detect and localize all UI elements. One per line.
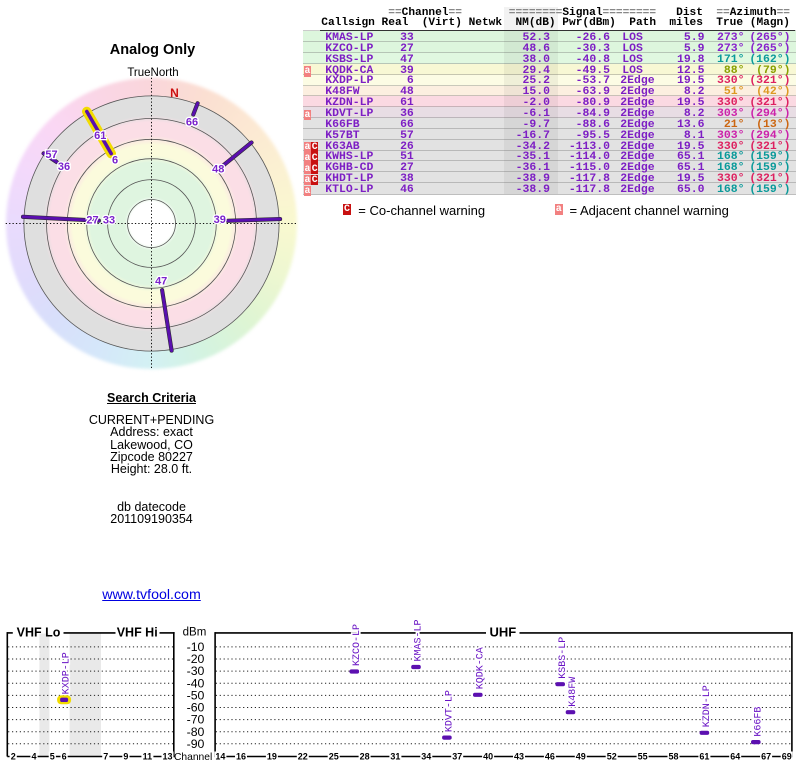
svg-text:-10: -10 xyxy=(187,640,205,654)
svg-text:13: 13 xyxy=(162,752,172,762)
svg-text:40: 40 xyxy=(483,752,493,762)
svg-text:61: 61 xyxy=(94,130,106,142)
svg-text:-60: -60 xyxy=(187,701,205,715)
svg-text:KZCO-LP: KZCO-LP xyxy=(352,624,363,666)
svg-text:7: 7 xyxy=(103,752,108,762)
svg-text:31: 31 xyxy=(390,752,400,762)
svg-text:39: 39 xyxy=(214,214,226,226)
svg-text:33: 33 xyxy=(103,214,115,226)
svg-text:11: 11 xyxy=(143,752,153,762)
svg-text:VHF Hi: VHF Hi xyxy=(117,626,158,640)
svg-text:-30: -30 xyxy=(187,664,205,678)
svg-text:K66FB: K66FB xyxy=(753,707,764,737)
svg-text:-40: -40 xyxy=(187,676,205,690)
svg-text:64: 64 xyxy=(730,752,740,762)
svg-text:VHF Lo: VHF Lo xyxy=(17,626,61,640)
svg-text:dBm: dBm xyxy=(183,626,207,638)
svg-text:69: 69 xyxy=(782,752,792,762)
svg-text:UHF: UHF xyxy=(489,624,516,639)
svg-text:KSBS-LP: KSBS-LP xyxy=(558,637,569,679)
svg-text:KMAS-LP: KMAS-LP xyxy=(414,619,425,661)
svg-text:61: 61 xyxy=(699,752,709,762)
svg-text:6: 6 xyxy=(62,752,67,762)
svg-text:37: 37 xyxy=(452,752,462,762)
svg-text:Channel: Channel xyxy=(174,752,212,763)
svg-text:55: 55 xyxy=(638,752,648,762)
svg-text:67: 67 xyxy=(761,752,771,762)
svg-text:KQDK-CA: KQDK-CA xyxy=(475,647,486,689)
svg-text:66: 66 xyxy=(186,116,198,128)
svg-text:47: 47 xyxy=(155,276,167,288)
svg-text:-70: -70 xyxy=(187,713,205,727)
svg-text:9: 9 xyxy=(123,752,128,762)
svg-text:-20: -20 xyxy=(187,652,205,666)
svg-text:-50: -50 xyxy=(187,689,205,703)
svg-text:N: N xyxy=(170,86,179,100)
svg-text:KZDN-LP: KZDN-LP xyxy=(702,685,713,727)
svg-text:4: 4 xyxy=(31,752,36,762)
svg-text:49: 49 xyxy=(576,752,586,762)
svg-text:25: 25 xyxy=(329,752,339,762)
svg-text:22: 22 xyxy=(298,752,308,762)
svg-text:52: 52 xyxy=(607,752,617,762)
svg-text:KDVT-LP: KDVT-LP xyxy=(445,690,456,732)
svg-text:27: 27 xyxy=(86,214,98,226)
svg-text:KXDP-LP: KXDP-LP xyxy=(62,652,73,694)
svg-text:19: 19 xyxy=(267,752,277,762)
svg-text:-90: -90 xyxy=(187,737,205,751)
svg-text:K48FW: K48FW xyxy=(568,677,579,707)
svg-text:16: 16 xyxy=(236,752,246,762)
svg-text:48: 48 xyxy=(212,163,224,175)
svg-text:5: 5 xyxy=(50,752,55,762)
svg-text:58: 58 xyxy=(668,752,678,762)
svg-text:-80: -80 xyxy=(187,725,205,739)
svg-text:28: 28 xyxy=(360,752,370,762)
svg-text:43: 43 xyxy=(514,752,524,762)
svg-text:6: 6 xyxy=(112,155,118,167)
svg-text:2: 2 xyxy=(11,752,16,762)
svg-text:57: 57 xyxy=(45,149,57,161)
svg-text:14: 14 xyxy=(215,752,225,762)
svg-text:34: 34 xyxy=(421,752,431,762)
svg-text:46: 46 xyxy=(545,752,555,762)
svg-text:36: 36 xyxy=(58,161,70,173)
